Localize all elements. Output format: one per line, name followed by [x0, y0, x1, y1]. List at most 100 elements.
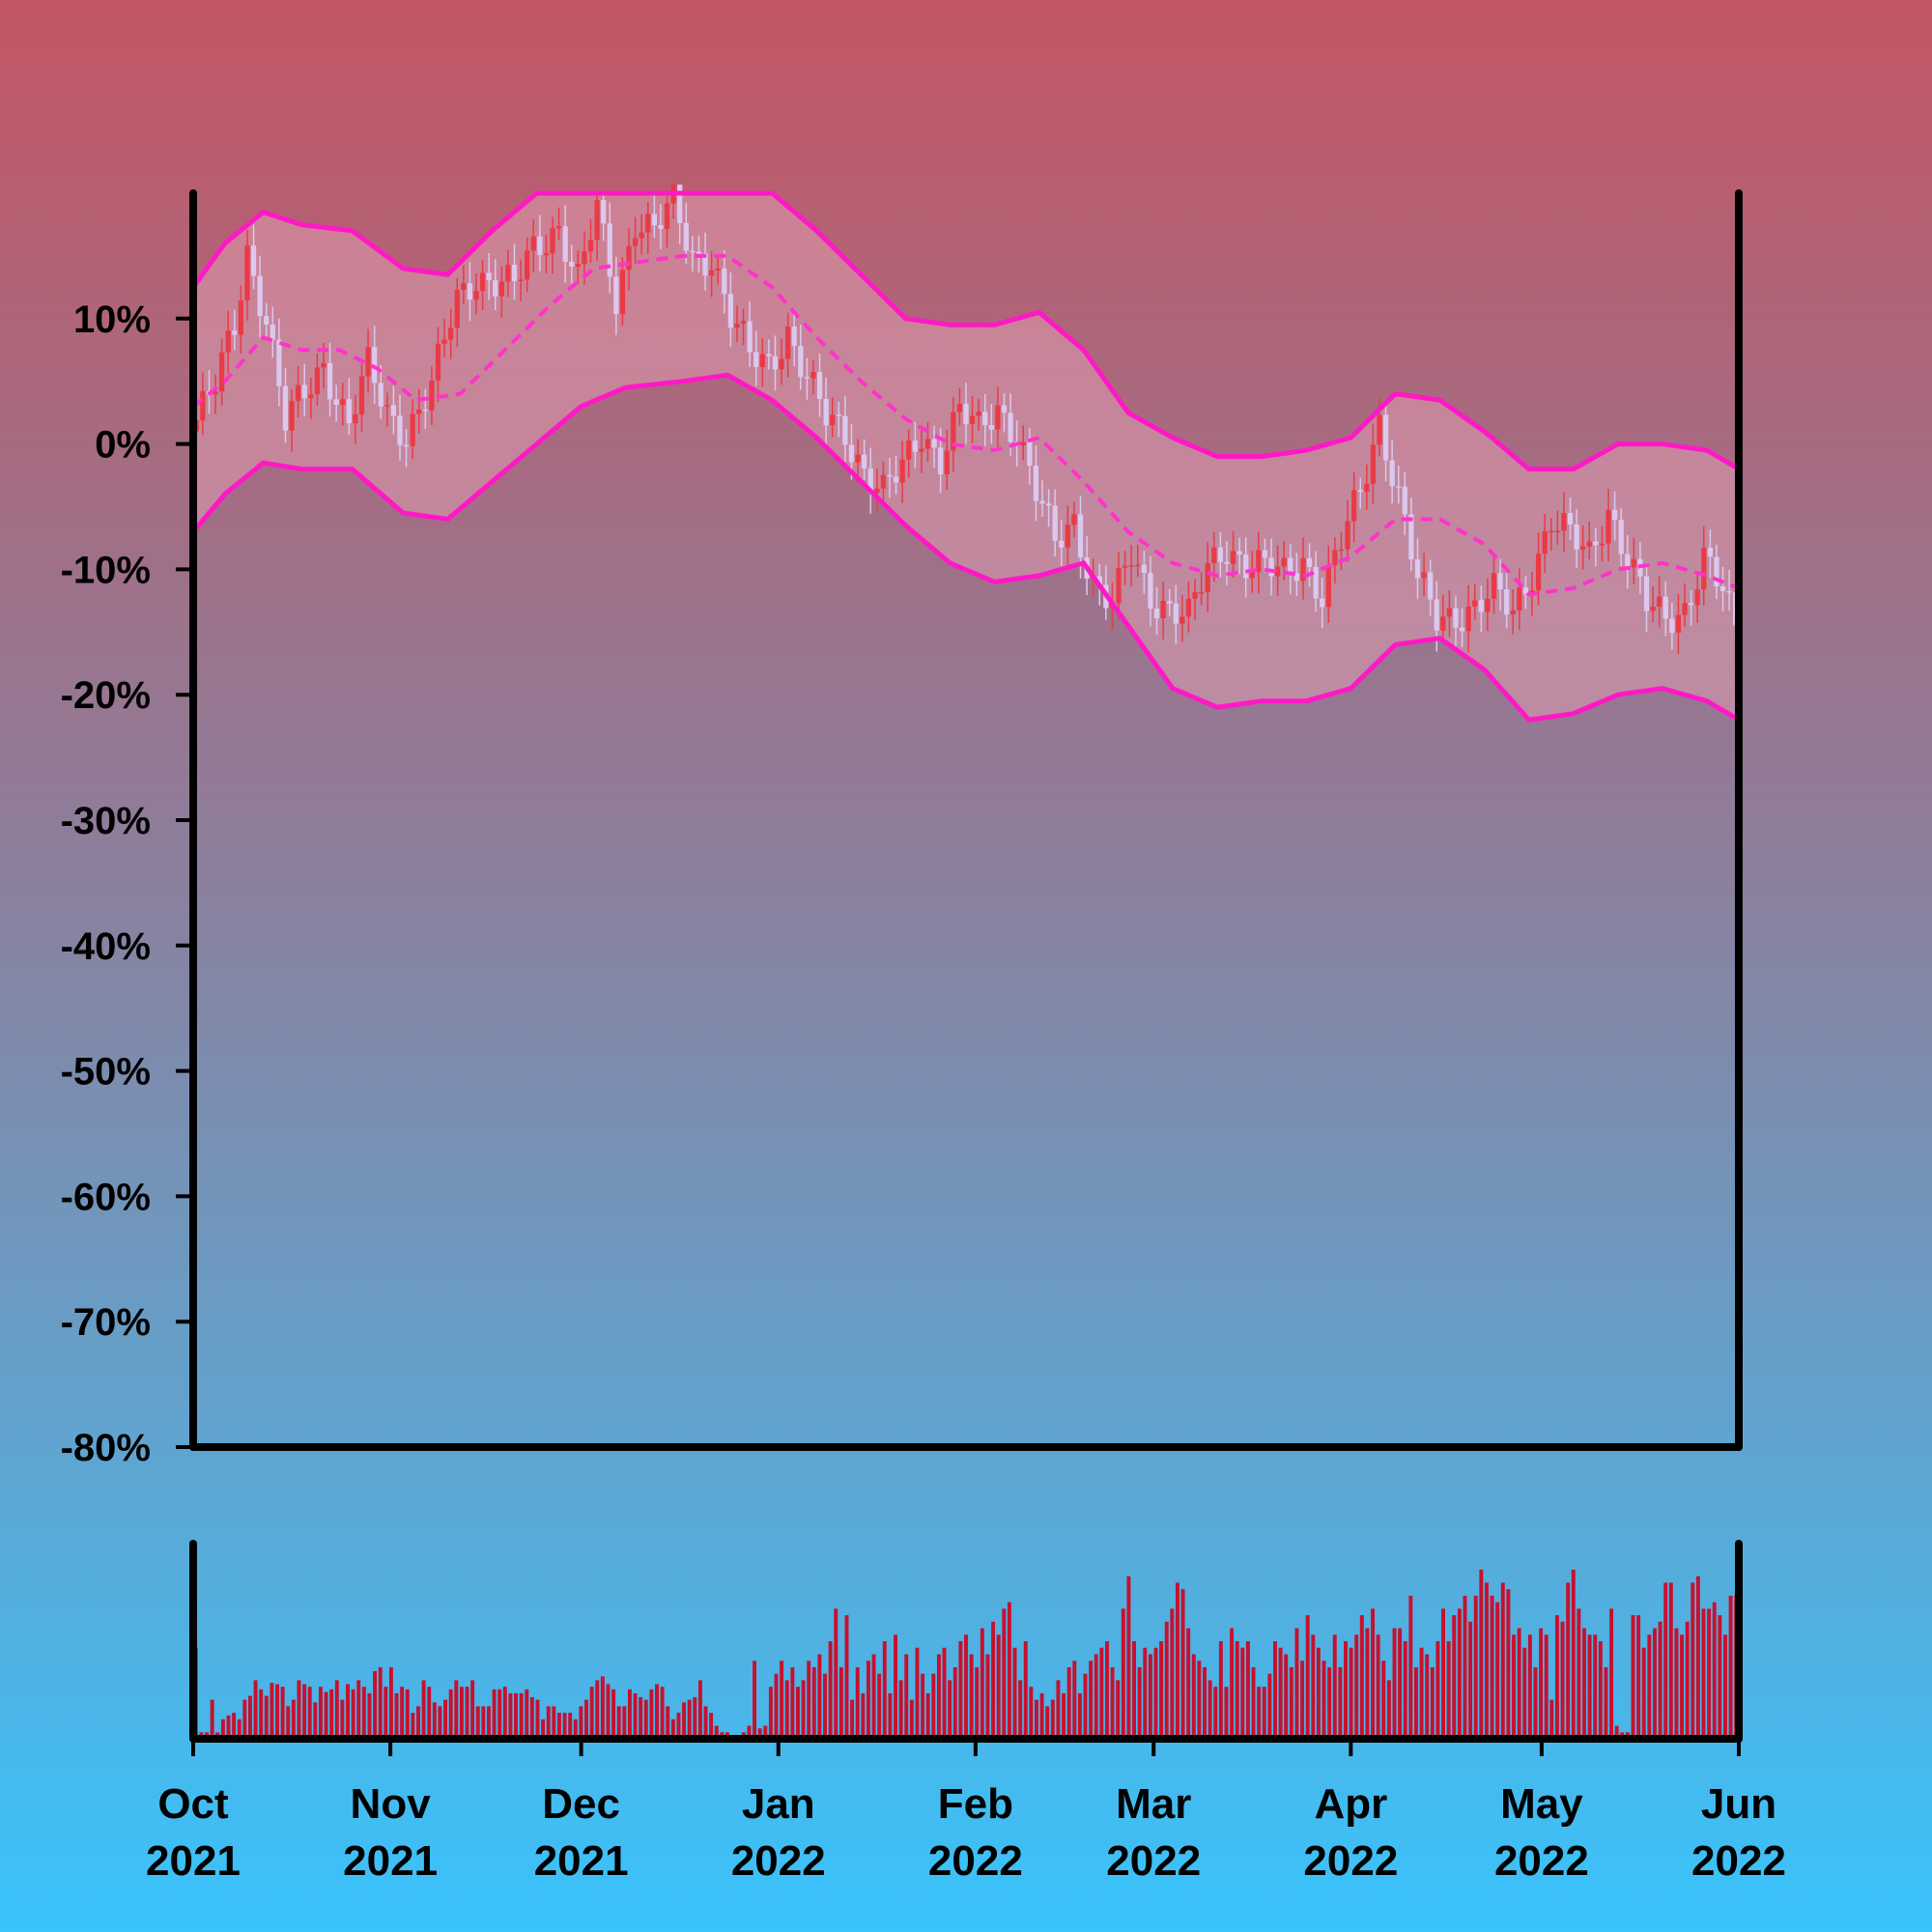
volume-bar	[595, 1680, 600, 1739]
volume-bar	[909, 1699, 914, 1739]
candle	[314, 353, 321, 407]
x-tick-year: 2022	[1106, 1837, 1201, 1885]
volume-bar	[1029, 1687, 1034, 1739]
volume-bar	[1289, 1666, 1293, 1739]
candle	[1561, 492, 1567, 553]
candle	[722, 250, 727, 314]
volume-bar	[400, 1687, 405, 1739]
candle-body	[867, 468, 873, 494]
volume-bar	[514, 1692, 518, 1739]
candle-body	[1510, 611, 1516, 615]
candle	[213, 374, 218, 414]
candle	[1657, 576, 1662, 628]
candle-body	[530, 236, 536, 251]
volume-bar	[676, 1713, 681, 1739]
candle-body	[537, 236, 543, 256]
volume-bar	[1023, 1641, 1028, 1739]
volume-bar	[416, 1706, 420, 1739]
volume-bar	[1522, 1647, 1527, 1739]
volume-bar	[1631, 1615, 1635, 1739]
volume-bar	[220, 1719, 225, 1739]
candle	[1293, 553, 1300, 597]
volume-bar	[1680, 1634, 1685, 1739]
candle	[358, 363, 365, 433]
candle-body	[1574, 524, 1579, 550]
candle-body	[225, 330, 231, 353]
candle-body	[213, 391, 218, 395]
volume-bar	[579, 1706, 583, 1739]
candle	[1643, 562, 1650, 633]
candle	[1224, 541, 1230, 585]
candle-body	[912, 440, 918, 452]
candle	[461, 265, 467, 304]
candle-body	[1281, 557, 1287, 567]
volume-bar	[871, 1654, 876, 1739]
volume-bar	[502, 1687, 507, 1739]
candle-body	[1554, 530, 1560, 532]
candle-body	[1153, 609, 1160, 619]
volume-bar	[834, 1608, 838, 1739]
candle	[454, 277, 460, 348]
candle	[874, 469, 880, 511]
volume-bar	[313, 1702, 318, 1739]
volume-bar	[1002, 1608, 1007, 1739]
candle-body	[1008, 412, 1013, 442]
volume-bar	[1430, 1666, 1435, 1739]
candle	[1446, 590, 1453, 638]
volume-bar	[1685, 1621, 1690, 1739]
candle-body	[880, 474, 887, 489]
volume-bar	[324, 1691, 328, 1739]
candle-body	[1167, 601, 1173, 604]
candle	[867, 447, 873, 514]
volume-bar	[411, 1713, 415, 1739]
volume-bar	[1039, 1692, 1044, 1739]
volume-bar	[969, 1654, 974, 1739]
candle-body	[1535, 554, 1542, 591]
volume-bar	[1245, 1641, 1250, 1739]
candle	[1611, 491, 1618, 541]
volume-bar	[210, 1699, 214, 1739]
x-tick-year: 2021	[343, 1837, 438, 1885]
volume-bar	[1560, 1621, 1565, 1739]
candle-body	[1643, 576, 1650, 611]
volume-bar	[964, 1634, 968, 1739]
candle	[919, 427, 924, 473]
candle	[1122, 551, 1128, 585]
candle-body	[766, 354, 772, 356]
candle-body	[1370, 444, 1377, 484]
volume-bar	[443, 1699, 448, 1739]
candle	[493, 259, 498, 310]
volume-bar	[487, 1706, 491, 1739]
candle	[232, 309, 238, 351]
volume-bar	[573, 1719, 578, 1739]
candle	[963, 383, 969, 444]
candle	[525, 237, 530, 293]
volume-bar	[844, 1615, 849, 1739]
volume-bar	[975, 1666, 980, 1739]
volume-bar	[1126, 1576, 1131, 1739]
candle	[842, 396, 848, 462]
candle-body	[1185, 598, 1192, 617]
candle	[569, 244, 575, 284]
volume-bar	[1208, 1680, 1212, 1739]
volume-bar	[1598, 1641, 1603, 1739]
candle-body	[594, 200, 600, 241]
candle	[1217, 531, 1224, 578]
volume-bar	[703, 1706, 708, 1739]
candle-body	[1135, 564, 1141, 567]
candle	[1428, 559, 1434, 616]
volume-layer	[193, 1569, 1739, 1739]
volume-bar	[388, 1666, 393, 1739]
candle-body	[919, 448, 924, 452]
volume-bar	[1338, 1666, 1343, 1739]
candle	[498, 266, 504, 318]
x-tick-month: Nov	[351, 1780, 432, 1828]
candle-body	[244, 245, 250, 301]
candle-body	[1719, 585, 1726, 591]
candle-body	[435, 343, 441, 381]
y-tick-label: -40%	[61, 925, 151, 968]
candle-body	[619, 270, 626, 315]
volume-bar	[1712, 1602, 1717, 1739]
volume-bar	[1495, 1602, 1500, 1739]
volume-bar	[1484, 1582, 1489, 1739]
